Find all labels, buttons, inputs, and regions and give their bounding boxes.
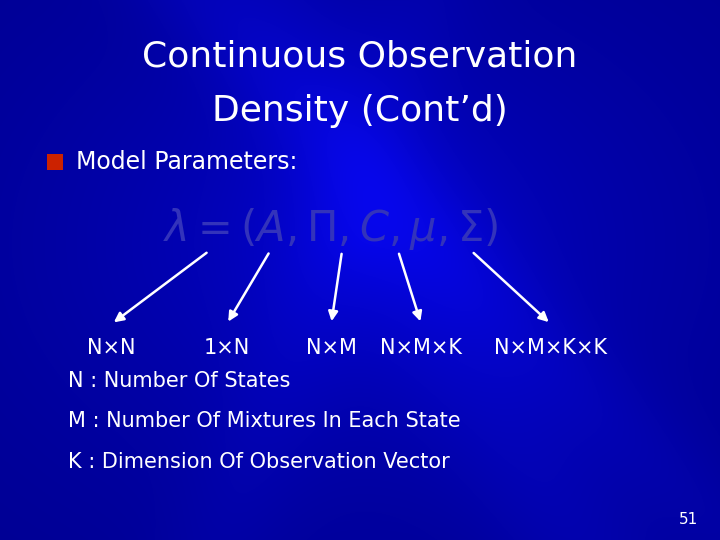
Text: Continuous Observation: Continuous Observation (143, 40, 577, 73)
Text: M : Number Of Mixtures In Each State: M : Number Of Mixtures In Each State (68, 411, 461, 431)
Text: N×M×K: N×M×K (380, 338, 462, 357)
Text: 1×N: 1×N (204, 338, 250, 357)
Text: N×M×K×K: N×M×K×K (494, 338, 608, 357)
Text: $\lambda = (A,\Pi,C,\mu,\Sigma)$: $\lambda = (A,\Pi,C,\mu,\Sigma)$ (163, 206, 499, 253)
Text: 51: 51 (679, 511, 698, 526)
FancyBboxPatch shape (47, 154, 63, 170)
Text: N×M: N×M (306, 338, 356, 357)
Text: Model Parameters:: Model Parameters: (76, 150, 297, 174)
Text: N×N: N×N (87, 338, 136, 357)
Text: N : Number Of States: N : Number Of States (68, 370, 291, 391)
Text: Density (Cont’d): Density (Cont’d) (212, 94, 508, 127)
Text: K : Dimension Of Observation Vector: K : Dimension Of Observation Vector (68, 451, 450, 472)
